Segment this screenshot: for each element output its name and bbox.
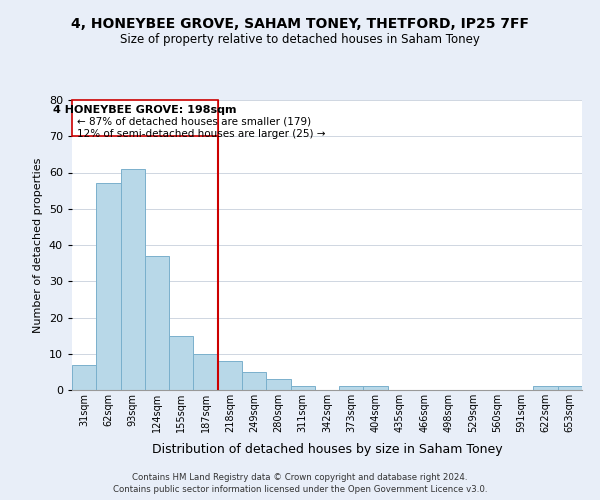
Bar xyxy=(169,336,193,390)
X-axis label: Distribution of detached houses by size in Saham Toney: Distribution of detached houses by size … xyxy=(152,444,502,456)
Bar xyxy=(96,184,121,390)
Text: Size of property relative to detached houses in Saham Toney: Size of property relative to detached ho… xyxy=(120,32,480,46)
Text: 4, HONEYBEE GROVE, SAHAM TONEY, THETFORD, IP25 7FF: 4, HONEYBEE GROVE, SAHAM TONEY, THETFORD… xyxy=(71,18,529,32)
Text: Contains HM Land Registry data © Crown copyright and database right 2024.: Contains HM Land Registry data © Crown c… xyxy=(132,472,468,482)
Bar xyxy=(558,386,582,390)
FancyBboxPatch shape xyxy=(72,100,218,136)
Text: 12% of semi-detached houses are larger (25) →: 12% of semi-detached houses are larger (… xyxy=(77,129,325,139)
Bar xyxy=(218,361,242,390)
Text: Contains public sector information licensed under the Open Government Licence v3: Contains public sector information licen… xyxy=(113,485,487,494)
Bar xyxy=(72,364,96,390)
Bar xyxy=(121,169,145,390)
Bar xyxy=(533,386,558,390)
Bar xyxy=(242,372,266,390)
Text: 4 HONEYBEE GROVE: 198sqm: 4 HONEYBEE GROVE: 198sqm xyxy=(53,106,236,116)
Bar xyxy=(193,354,218,390)
Text: ← 87% of detached houses are smaller (179): ← 87% of detached houses are smaller (17… xyxy=(77,116,311,126)
Bar xyxy=(364,386,388,390)
Bar xyxy=(339,386,364,390)
Bar xyxy=(290,386,315,390)
Y-axis label: Number of detached properties: Number of detached properties xyxy=(33,158,43,332)
Bar xyxy=(266,379,290,390)
Bar xyxy=(145,256,169,390)
